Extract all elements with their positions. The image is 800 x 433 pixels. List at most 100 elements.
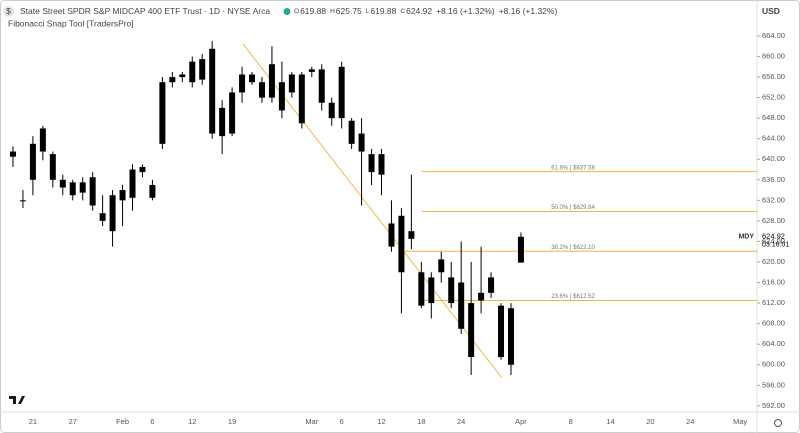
candle-body [239,74,246,93]
candle-body [49,154,56,180]
candle-body [268,64,275,98]
symbol-icon-bg [3,6,14,17]
candle-body [59,179,66,188]
y-tick-label: 664.00 [762,31,785,40]
status-dot [283,8,291,15]
tv-logo [9,396,25,404]
ohlc-value: 624.92 [406,6,432,16]
x-tick-label: May [733,417,747,426]
indicator-name: Fibonacci Snap Tool [TradersPro] [8,18,134,28]
candle-body [29,143,36,180]
change: +8.16 (+1.32%) [436,6,495,16]
candle-body [348,120,355,144]
settings-icon[interactable] [774,419,782,427]
change-alt: +8.16 (+1.32%) [499,6,558,16]
ohlc-value: 625.75 [336,6,362,16]
countdown: 03:16:01 [762,242,789,249]
x-tick-label: 20 [646,417,654,426]
candle-body [149,184,156,198]
y-tick-label: 636.00 [762,175,785,184]
candle-body [39,128,46,152]
y-tick-label: 596.00 [762,380,785,389]
y-tick-label: 612.00 [762,298,785,307]
y-tick-label: 632.00 [762,195,785,204]
x-tick-label: 24 [457,417,465,426]
currency[interactable]: USD [762,6,780,16]
y-tick-label: 620.00 [762,257,785,266]
y-tick-label: 660.00 [762,51,785,60]
candle-body [189,61,196,83]
fib-label: 23.6% | $612.52 [551,294,595,300]
candle-body [418,272,425,306]
x-tick-label: 21 [29,417,37,426]
y-tick-label: 644.00 [762,134,785,143]
candle-body [129,169,136,198]
ohlc: O 619.88 H 625.75 L 619.88 C 624.92 +8.16 (+1.32… [294,6,557,16]
x-tick-label: 6 [150,417,154,426]
x-tick-label: 24 [686,417,694,426]
fib-label: 50.0% | $629.84 [551,205,595,211]
candle-body [169,77,176,83]
candle-body [398,215,405,273]
x-tick-label: 14 [606,417,614,426]
candle-body [388,223,395,247]
y-tick-label: 656.00 [762,72,785,81]
y-tick-label: 624.00 [762,236,785,245]
x-tick-label: 12 [188,417,196,426]
x-tick-label: 18 [417,417,425,426]
candle-body [368,154,375,173]
candle-body [69,182,76,196]
ohlc-label: C [400,8,405,15]
candle-body [19,200,26,202]
candle-body [99,213,106,221]
x-tick-label: 6 [340,417,344,426]
candle-body [318,69,325,103]
x-tick-label: 12 [377,417,385,426]
candle-body [438,259,445,273]
x-tick-label: 19 [228,417,236,426]
y-tick-label: 604.00 [762,339,785,348]
candle-body [278,82,285,111]
candle-body [9,151,16,157]
candle-body [219,107,226,137]
y-tick-label: 600.00 [762,360,785,369]
x-tick-label: 27 [69,417,77,426]
candle-body [338,66,345,119]
candle-body [288,74,295,93]
candle-body [328,102,335,119]
x-tick-label: Mar [305,417,318,426]
x-tick-label: 8 [569,417,573,426]
candle-body [378,154,385,175]
fib-label: 38.2% | $622.10 [551,245,595,251]
candle-body [179,74,186,78]
candle-body [298,74,305,124]
y-tick-label: 628.00 [762,216,785,225]
candle-body [458,282,465,329]
candle-body [428,277,435,304]
candle-body [358,133,365,152]
candle-body [79,182,86,193]
candle-body [249,74,256,83]
candle-body [89,177,96,206]
y-tick-label: 592.00 [762,401,785,410]
candle-body [109,195,116,232]
fib-label: 61.8% | $637.58 [551,165,595,171]
candle-body [488,277,495,293]
candle-body [507,308,514,365]
candle-body [139,166,146,173]
candle-body [517,236,524,263]
candle-body [209,48,216,134]
candle-body [229,92,236,134]
candle-body [159,82,166,144]
candle-body [408,231,415,239]
last-price: 624.92 [762,232,785,241]
y-tick-label: 640.00 [762,154,785,163]
candle-body [498,305,505,358]
y-tick-label: 608.00 [762,319,785,328]
candle-body [199,59,206,80]
y-tick-label: 652.00 [762,93,785,102]
symbol-tag: MDY [738,234,754,241]
ohlc-label: O [294,8,299,15]
candle-body [448,277,455,304]
